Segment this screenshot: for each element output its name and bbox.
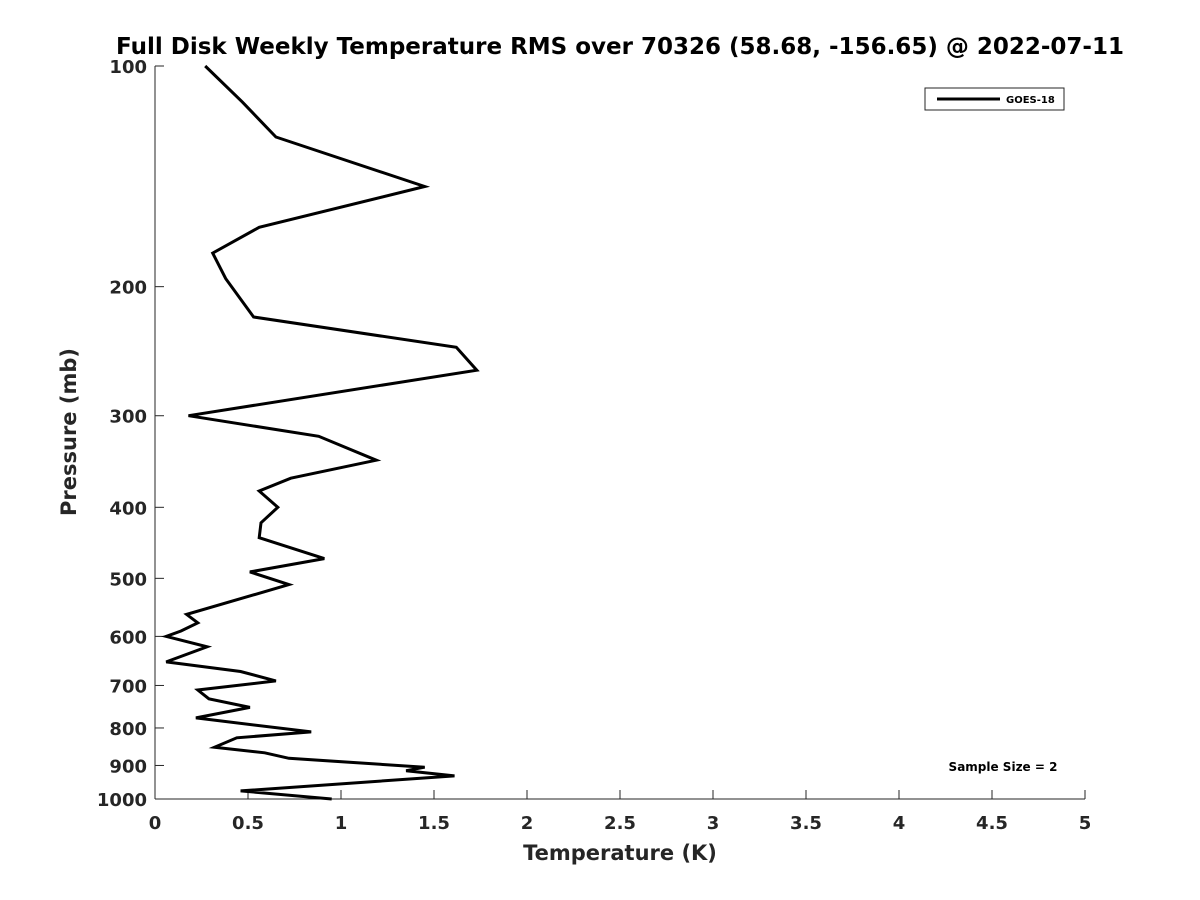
plot-area [155, 66, 1085, 799]
series-line-goes-18 [161, 64, 480, 801]
sample-size-annotation: Sample Size = 2 [949, 760, 1058, 774]
y-axis-label: Pressure (mb) [57, 348, 81, 516]
y-tick-label: 200 [109, 278, 147, 299]
x-tick-label: 4.5 [976, 813, 1008, 834]
x-tick-label: 2.5 [604, 813, 636, 834]
y-tick-label: 500 [109, 569, 147, 590]
y-tick-label: 700 [109, 676, 147, 697]
y-tick-label: 1000 [97, 790, 147, 811]
legend-label-goes-18: GOES-18 [1006, 95, 1055, 106]
chart-title: Full Disk Weekly Temperature RMS over 70… [116, 34, 1124, 60]
y-tick-label: 600 [109, 627, 147, 648]
x-axis-ticks: 0 0.5 1 1.5 2 2.5 3 3.5 4 4.5 5 [149, 790, 1092, 834]
x-axis-label: Temperature (K) [523, 841, 717, 865]
x-tick-label: 0.5 [232, 813, 264, 834]
x-tick-label: 5 [1079, 813, 1092, 834]
x-tick-label: 3 [707, 813, 720, 834]
y-tick-label: 900 [109, 756, 147, 777]
x-tick-label: 3.5 [790, 813, 822, 834]
y-axis-ticks: 100 200 300 400 500 600 700 800 900 1000 [97, 57, 164, 811]
x-tick-label: 0 [149, 813, 162, 834]
x-tick-label: 2 [521, 813, 534, 834]
y-tick-label: 100 [109, 57, 147, 78]
legend: GOES-18 [924, 87, 1065, 111]
y-tick-label: 400 [109, 498, 147, 519]
x-tick-label: 1.5 [418, 813, 450, 834]
y-tick-label: 300 [109, 407, 147, 428]
x-tick-label: 1 [335, 813, 348, 834]
x-tick-label: 4 [893, 813, 906, 834]
y-tick-label: 800 [109, 719, 147, 740]
